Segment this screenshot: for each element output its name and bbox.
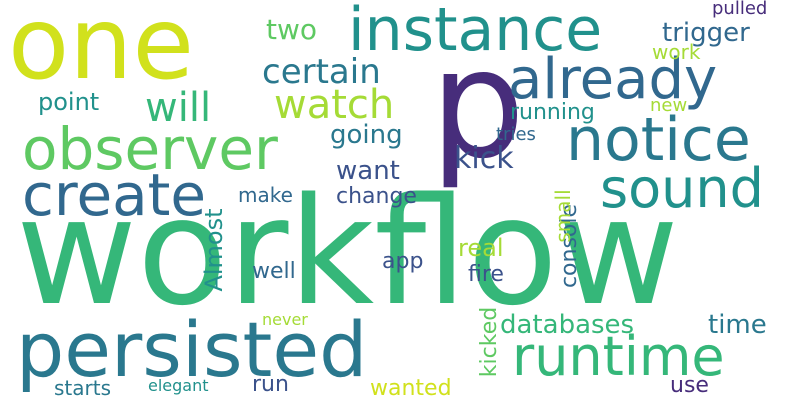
word-kick: kick bbox=[454, 141, 514, 176]
word-real: real bbox=[458, 234, 504, 262]
word-never: never bbox=[262, 310, 308, 329]
word-two: two bbox=[266, 13, 318, 46]
word-point: point bbox=[38, 88, 100, 116]
word-instance: instance bbox=[348, 0, 603, 65]
word-make: make bbox=[238, 183, 293, 207]
word-persisted: persisted bbox=[16, 305, 368, 394]
word-pulled: pulled bbox=[712, 0, 768, 19]
word-create: create bbox=[22, 161, 207, 229]
word-kicked: kicked bbox=[477, 306, 502, 378]
word-notice: notice bbox=[566, 105, 751, 175]
word-already: already bbox=[508, 47, 718, 112]
word-starts: starts bbox=[54, 376, 112, 400]
word-will: will bbox=[145, 85, 212, 131]
word-tries: tries bbox=[496, 124, 536, 145]
word-observer: observer bbox=[22, 115, 278, 183]
word-trigger: trigger bbox=[662, 18, 750, 48]
word-run: run bbox=[252, 372, 289, 397]
word-runtime: runtime bbox=[512, 325, 725, 388]
word-well: well bbox=[252, 259, 296, 284]
word-elegant: elegant bbox=[148, 376, 209, 395]
word-use: use bbox=[670, 373, 709, 398]
word-change: change bbox=[336, 184, 417, 209]
word-certain: certain bbox=[262, 52, 381, 92]
word-one: one bbox=[8, 0, 195, 102]
word-fire: fire bbox=[468, 262, 504, 287]
word-running: running bbox=[510, 100, 595, 125]
word-going: going bbox=[330, 120, 403, 150]
word-wanted: wanted bbox=[370, 376, 452, 400]
word-p: p bbox=[430, 18, 526, 192]
word-time: time bbox=[708, 310, 767, 340]
word-want: want bbox=[336, 156, 400, 186]
word-work: work bbox=[652, 40, 701, 64]
word-new: new bbox=[650, 95, 688, 116]
word-small: small bbox=[551, 189, 575, 243]
word-sound: sound bbox=[600, 157, 764, 220]
word-workflow: workflow bbox=[16, 166, 679, 338]
word-Almost: Almost bbox=[200, 208, 228, 292]
word-databases: databases bbox=[500, 310, 635, 340]
word-watch: watch bbox=[274, 82, 395, 128]
word-app: app bbox=[382, 249, 424, 274]
